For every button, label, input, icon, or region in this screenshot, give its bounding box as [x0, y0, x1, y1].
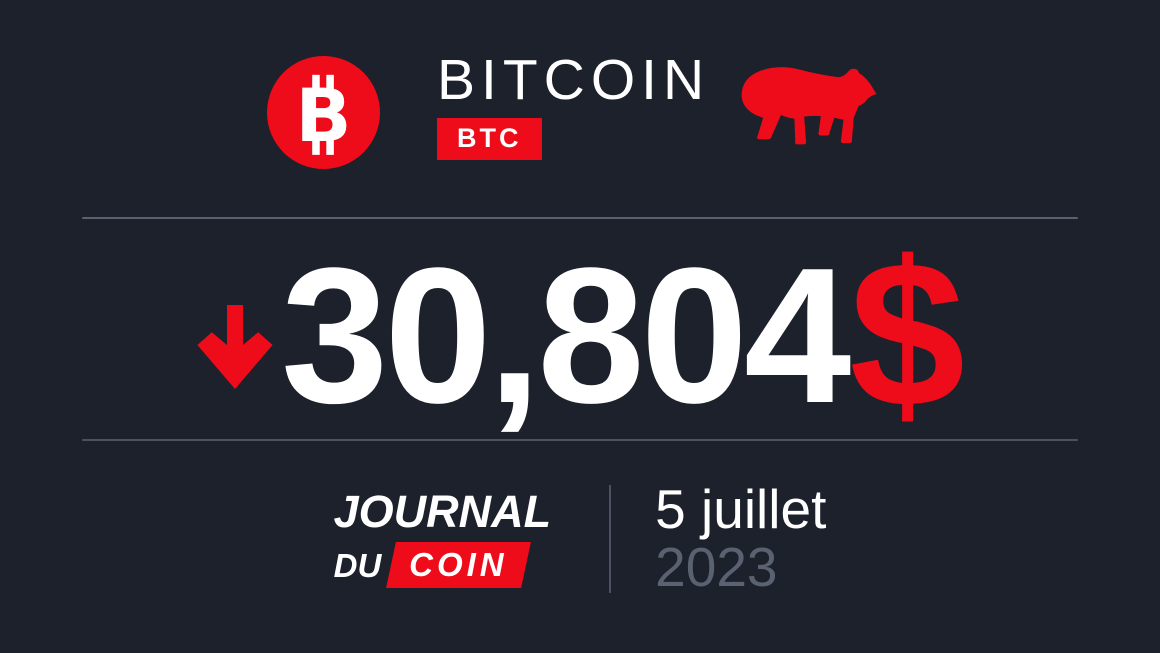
date-year: 2023 [655, 535, 778, 598]
ticker-badge: BTC [437, 118, 542, 160]
bear-icon [720, 53, 898, 171]
header: B BITCOIN BTC [0, 0, 1160, 218]
date-day-month: 5 juillet [655, 478, 827, 540]
footer: JOURNAL DU COIN 5 juillet 2023 [0, 478, 1160, 598]
bitcoin-symbol: B [296, 74, 352, 159]
date-block: 5 juillet 2023 [655, 478, 827, 598]
price-currency: $ [849, 219, 965, 451]
top-divider [82, 217, 1078, 219]
brand-logo: JOURNAL DU COIN [333, 486, 552, 589]
coin-title: BITCOIN [437, 48, 711, 112]
price-value: 30,804 [281, 226, 851, 443]
brand-du: DU [333, 546, 382, 584]
bitcoin-coin-icon: B [267, 56, 380, 169]
price-row: 30,804 $ [0, 226, 1160, 443]
down-arrow-icon [197, 305, 273, 389]
brand-coin-badge: COIN [386, 542, 531, 589]
footer-vertical-divider [609, 484, 612, 593]
brand-journal: JOURNAL [333, 486, 552, 538]
brand-coin: COIN [409, 546, 508, 584]
brand-line2: DU COIN [333, 542, 531, 589]
bottom-divider [82, 439, 1078, 441]
title-block: BITCOIN BTC [437, 52, 710, 160]
ticker-label: BTC [457, 123, 522, 153]
